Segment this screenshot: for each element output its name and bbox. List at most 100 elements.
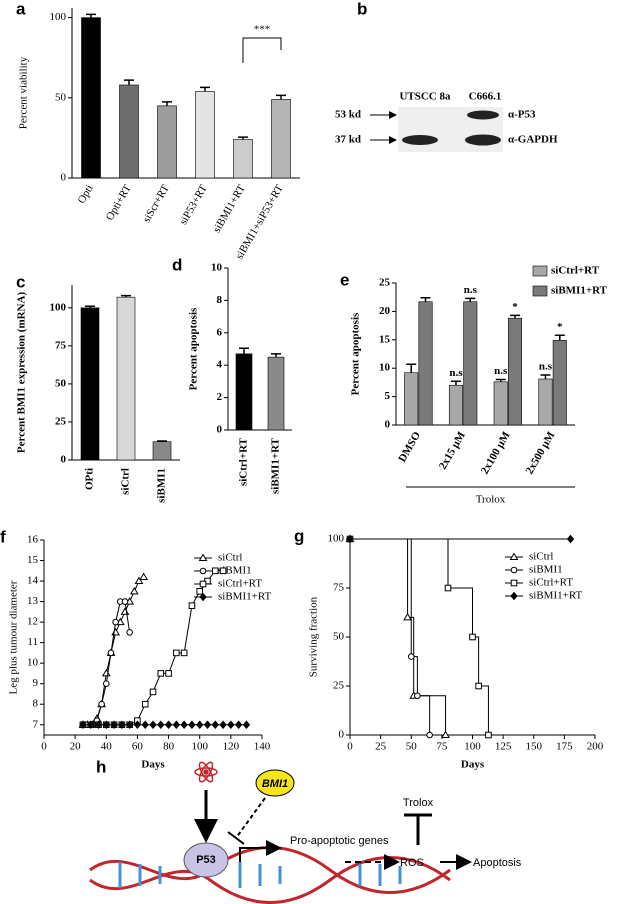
y-tick-label: 13 [27, 595, 39, 607]
radiation-icon [194, 761, 218, 783]
bar [271, 99, 291, 179]
marker [172, 720, 181, 730]
y-tick-label: 8 [217, 294, 223, 306]
marker [441, 730, 450, 738]
node-label: Apoptosis [473, 857, 522, 869]
y-tick-label: 15 [379, 333, 391, 345]
error-bar [239, 347, 249, 354]
y-tick-label: 50 [55, 91, 67, 103]
marker [134, 576, 144, 585]
y-tick-label: 0 [217, 424, 223, 436]
x-tick-label: 125 [495, 741, 512, 753]
marker [149, 720, 157, 730]
x-tick-label: siCtrl+RT [238, 437, 250, 486]
bracket [242, 37, 282, 63]
x-tick-label: 2x15 μM [437, 429, 468, 471]
marker [141, 700, 149, 708]
arrow [239, 840, 282, 862]
marker [346, 534, 354, 544]
band [402, 135, 438, 145]
error-bar [554, 334, 565, 341]
y-tick-label: 20 [379, 305, 391, 317]
marker [126, 629, 133, 636]
x-tick-label: 25 [375, 741, 387, 753]
marker [199, 592, 207, 602]
x-tick-label: siBMI1+RT [211, 183, 248, 235]
marker [509, 552, 519, 560]
marker [125, 720, 134, 730]
marker [403, 612, 412, 621]
x-tick-label: siBMI1+RT [270, 437, 282, 494]
bar [448, 384, 463, 426]
legend-label: siBMI1 [529, 564, 563, 576]
band [467, 110, 499, 120]
marker [121, 598, 129, 605]
legend-label: siCtrl [218, 552, 242, 564]
lane-label: C666.1 [469, 91, 502, 103]
annotation: *** [254, 24, 271, 36]
panel-label: d [172, 255, 182, 274]
x-axis-label: Trolox [476, 494, 506, 506]
y-axis-label: Percent apoptosis [188, 307, 200, 390]
error-bar [510, 314, 521, 319]
marker [79, 720, 87, 730]
marker [510, 579, 518, 587]
y-tick-label: 25 [379, 277, 391, 289]
marker [139, 572, 149, 580]
x-tick-label: Opti [76, 183, 96, 206]
y-tick-label: 0 [61, 172, 67, 184]
y-tick-label: 75 [333, 582, 345, 594]
x-tick-label: 150 [526, 741, 543, 753]
marker [94, 720, 103, 730]
error-bar [540, 374, 551, 379]
x-tick-label: 120 [223, 741, 240, 753]
annotation: n.s [464, 284, 478, 296]
marker [203, 720, 212, 730]
bar [80, 307, 100, 461]
x-tick-label: 2x100 μM [479, 429, 513, 476]
x-tick-label: siBMI1 [156, 468, 168, 503]
marker [510, 566, 518, 574]
marker [173, 649, 180, 657]
legend-swatch [532, 285, 548, 297]
annotation: n.s [539, 361, 553, 373]
marker [196, 720, 204, 730]
node-label: P53 [196, 854, 216, 866]
marker [219, 720, 227, 730]
error-bar [238, 136, 248, 140]
bar [418, 301, 433, 426]
antibody: α-GAPDH [508, 134, 558, 146]
bar [233, 139, 253, 179]
x-tick-label: 0 [41, 741, 47, 753]
error-bar [157, 440, 167, 442]
y-tick-label: 12 [27, 616, 38, 628]
x-tick-label: 200 [587, 741, 604, 753]
legend-label: siBMI1+RT [529, 590, 582, 602]
antibody: α-P53 [508, 109, 536, 121]
y-tick-label: 50 [333, 631, 345, 643]
marker [112, 618, 119, 626]
series-line [350, 538, 489, 735]
marker [199, 580, 207, 588]
y-tick-label: 10 [211, 262, 223, 274]
marker [426, 731, 433, 739]
marker [510, 591, 518, 601]
bar [552, 340, 567, 426]
marker [242, 720, 251, 730]
size-marker: 37 kd [335, 134, 361, 146]
node-label: Pro-apoptotic genes [290, 835, 389, 847]
marker [87, 720, 95, 730]
bar [404, 372, 419, 426]
annotation: * [557, 321, 563, 333]
x-tick-label: Opti+RT [104, 183, 134, 223]
panel-label: a [16, 0, 26, 18]
marker [180, 649, 188, 657]
error-bar [124, 79, 134, 85]
marker [198, 553, 208, 561]
y-tick-label: 100 [50, 301, 67, 313]
marker [566, 534, 575, 544]
panel-label: e [340, 270, 349, 289]
x-axis-label: Days [141, 759, 165, 771]
dna-strand [89, 856, 451, 904]
x-tick-label: 60 [132, 741, 144, 753]
